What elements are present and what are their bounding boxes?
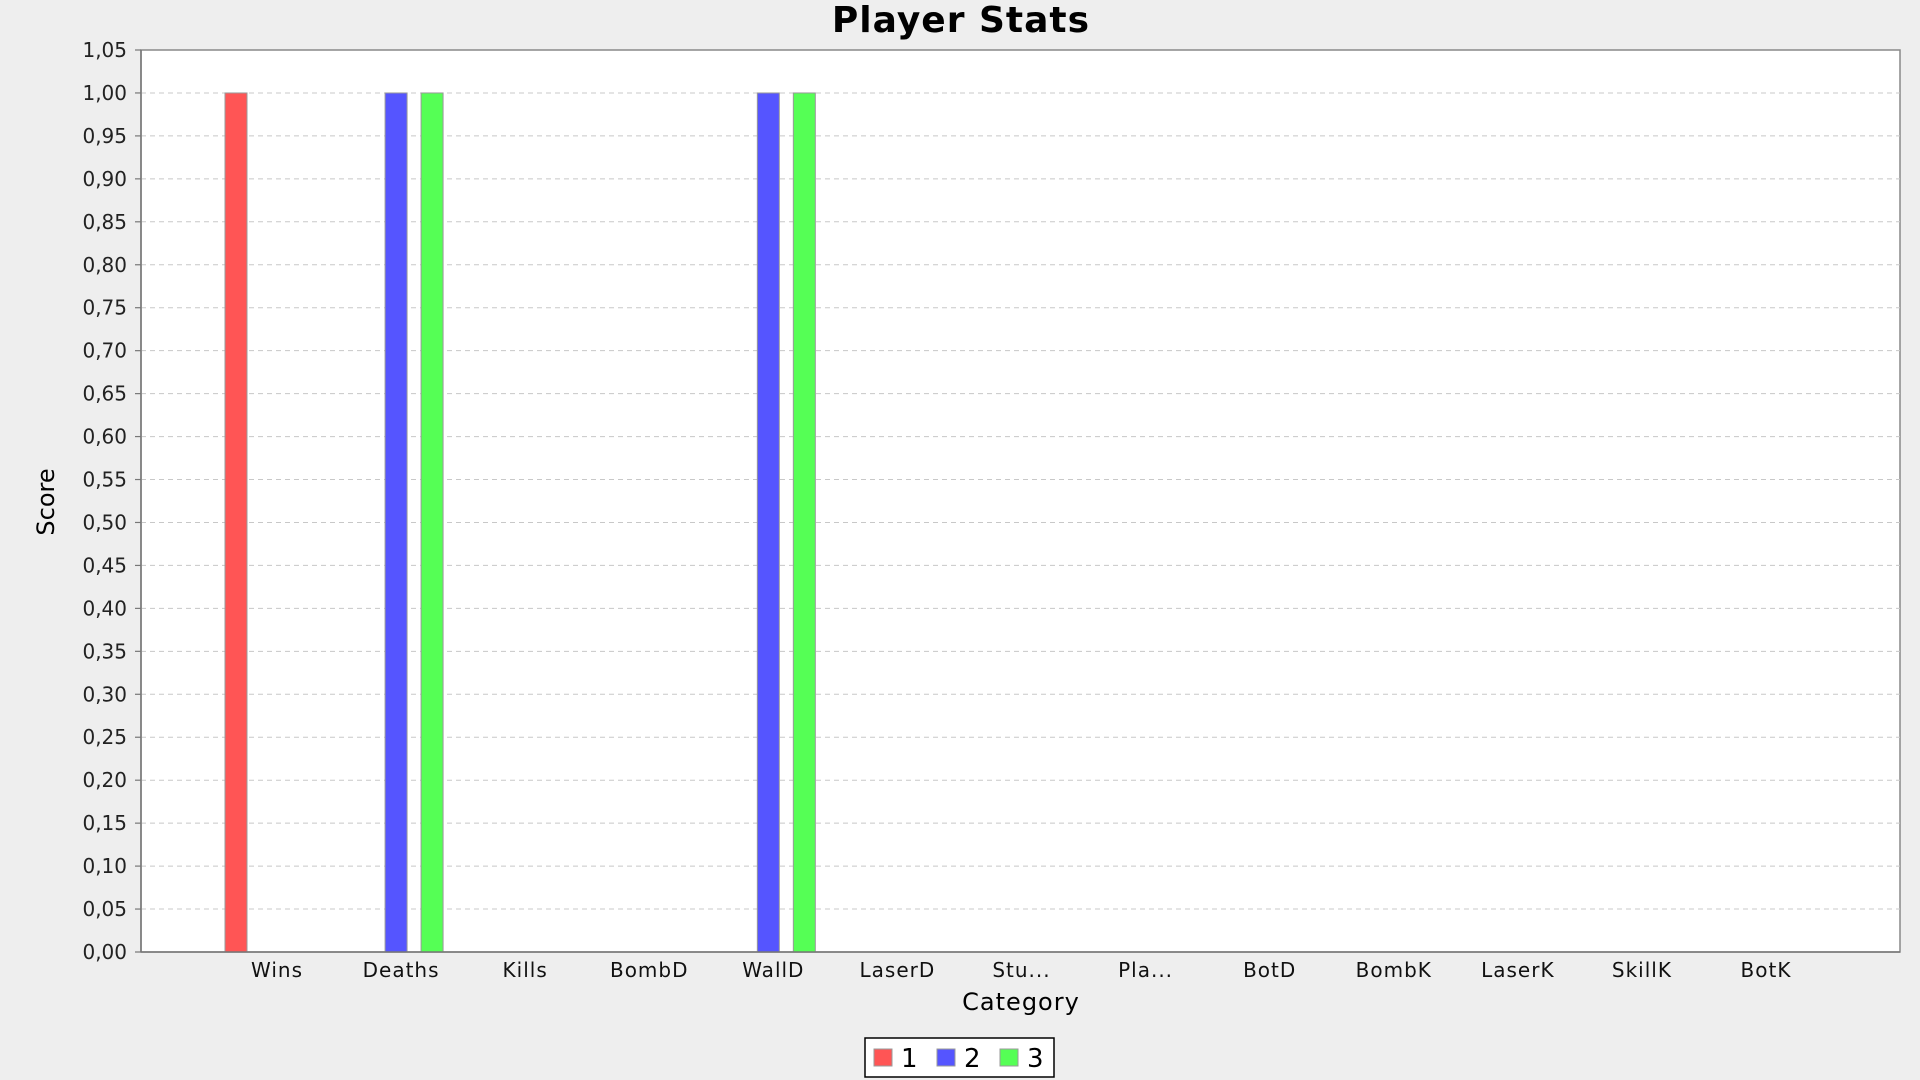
x-category-label: LaserK <box>1481 958 1554 982</box>
y-tick-label: 0,65 <box>82 382 127 406</box>
y-axis-label: Score <box>32 468 60 535</box>
x-category-label: Pla... <box>1118 958 1173 982</box>
y-tick-label: 0,70 <box>82 339 127 363</box>
y-tick-label: 0,75 <box>82 296 127 320</box>
y-tick-label: 0,60 <box>82 425 127 449</box>
legend: 1 2 3 <box>864 1037 1055 1078</box>
legend-label-3: 3 <box>1027 1044 1044 1074</box>
y-tick-label: 0,30 <box>82 682 127 706</box>
bars <box>224 92 816 953</box>
y-tick-label: 0,85 <box>82 210 127 234</box>
x-category-label: Deaths <box>363 958 440 982</box>
y-tick-label: 0,10 <box>82 854 127 878</box>
x-category-label: Wins <box>251 958 303 982</box>
bar-series-2-deaths <box>384 92 408 953</box>
x-category-label: SkillK <box>1612 958 1672 982</box>
y-tick-label: 0,95 <box>82 124 127 148</box>
chart-title: Player Stats <box>832 0 1090 41</box>
x-axis-label: Category <box>962 988 1080 1016</box>
y-tick-label: 0,05 <box>82 897 127 921</box>
x-category-label: WallD <box>742 958 804 982</box>
y-tick-label: 1,05 <box>82 38 127 62</box>
y-tick-label: 0,00 <box>82 940 127 964</box>
y-tick-label: 0,35 <box>82 639 127 663</box>
x-category-label: BotK <box>1741 958 1792 982</box>
y-tick-label: 0,80 <box>82 253 127 277</box>
bar-series-3-walld <box>792 92 816 953</box>
x-category-label: BombD <box>610 958 689 982</box>
x-category-label: Kills <box>503 958 548 982</box>
x-category-label: LaserD <box>860 958 936 982</box>
x-category-label: BombK <box>1356 958 1432 982</box>
legend-box <box>864 1037 1055 1078</box>
y-tick-label: 0,90 <box>82 167 127 191</box>
y-axis-ticks: 0,00 0,05 0,10 0,15 0,20 0,25 0,30 0,35 0,40 0,45… <box>82 38 141 964</box>
y-tick-label: 0,15 <box>82 811 127 835</box>
y-tick-label: 0,40 <box>82 596 127 620</box>
y-tick-label: 0,55 <box>82 468 127 492</box>
y-tick-label: 0,20 <box>82 768 127 792</box>
x-category-label: Stu... <box>992 958 1050 982</box>
x-axis-categories: Wins Deaths Kills BombD WallD LaserD Stu... Pla… <box>251 958 1792 982</box>
legend-label-2: 2 <box>964 1044 981 1074</box>
legend-label-1: 1 <box>901 1044 918 1074</box>
bar-series-1-wins <box>224 92 248 953</box>
bar-series-3-deaths <box>420 92 444 953</box>
y-tick-label: 1,00 <box>82 81 127 105</box>
x-category-label: BotD <box>1243 958 1296 982</box>
y-tick-label: 0,50 <box>82 510 127 534</box>
legend-swatch-3 <box>999 1048 1019 1067</box>
bar-series-2-walld <box>756 92 780 953</box>
legend-swatch-1 <box>873 1048 893 1067</box>
y-tick-label: 0,45 <box>82 553 127 577</box>
y-tick-label: 0,25 <box>82 725 127 749</box>
legend-swatch-2 <box>936 1048 956 1067</box>
